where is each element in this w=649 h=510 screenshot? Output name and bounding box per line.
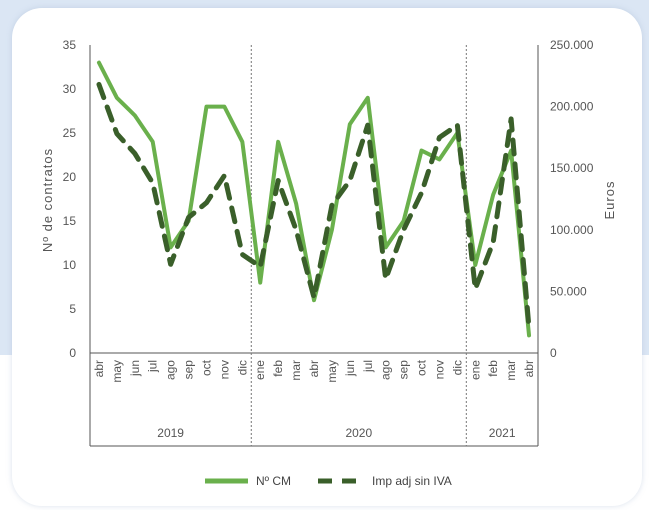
x-group-label: 2021: [489, 426, 516, 440]
data-point-imp-adj: [492, 241, 495, 244]
data-point-ncm: [133, 114, 136, 117]
x-tick-label: dic: [235, 360, 249, 375]
y-left-tick-label: 25: [63, 126, 77, 140]
x-tick-label: feb: [486, 360, 500, 377]
data-point-imp-adj: [187, 216, 190, 219]
data-point-ncm: [528, 334, 531, 337]
legend: Nº CM Imp adj sin IVA: [205, 474, 452, 488]
x-tick-label: abr: [522, 360, 536, 377]
x-group-label: 2019: [157, 426, 184, 440]
data-point-imp-adj: [241, 253, 244, 256]
data-point-imp-adj: [402, 228, 405, 231]
data-point-ncm: [330, 228, 333, 231]
data-point-ncm: [313, 299, 316, 302]
legend-label-imp: Imp adj sin IVA: [372, 474, 452, 488]
x-group-label: 2020: [345, 426, 372, 440]
y-right-tick-label: 250.000: [550, 38, 594, 52]
data-point-ncm: [151, 140, 154, 143]
data-point-imp-adj: [133, 152, 136, 155]
data-point-ncm: [97, 61, 100, 64]
x-tick-label: ene: [468, 360, 482, 380]
data-point-ncm: [420, 149, 423, 152]
data-point-imp-adj: [366, 124, 369, 127]
data-point-imp-adj: [510, 117, 513, 120]
y-right-tick-label: 100.000: [550, 223, 594, 237]
data-point-ncm: [241, 140, 244, 143]
data-point-imp-adj: [259, 265, 262, 268]
x-tick-label: mar: [504, 360, 518, 381]
x-tick-label: abr: [92, 360, 106, 377]
data-point-imp-adj: [474, 287, 477, 290]
y-left-tick-label: 0: [69, 346, 76, 360]
data-point-ncm: [438, 158, 441, 161]
x-tick-label: may: [110, 360, 124, 383]
y-right-tick-label: 0: [550, 346, 557, 360]
data-point-imp-adj: [151, 181, 154, 184]
data-point-imp-adj: [330, 204, 333, 207]
y-left-axis-title: Nº de contratos: [40, 148, 55, 252]
data-point-imp-adj: [295, 228, 298, 231]
x-tick-label: ene: [253, 360, 267, 380]
x-tick-label: oct: [199, 359, 213, 376]
x-tick-label: jul: [146, 360, 160, 373]
y-right-tick-label: 50.000: [550, 284, 587, 298]
data-point-ncm: [348, 123, 351, 126]
x-tick-label: mar: [289, 360, 303, 381]
x-tick-label: jul: [361, 360, 375, 373]
data-point-imp-adj: [97, 83, 100, 86]
data-point-ncm: [474, 264, 477, 267]
y-right-tick-label: 150.000: [550, 161, 594, 175]
x-tick-label: oct: [415, 359, 429, 376]
data-point-ncm: [295, 202, 298, 205]
data-point-imp-adj: [115, 132, 118, 135]
x-tick-label: nov: [432, 360, 446, 379]
x-tick-label: jun: [128, 360, 142, 377]
data-point-ncm: [205, 105, 208, 108]
x-tick-label: jun: [343, 360, 357, 377]
x-tick-label: ago: [379, 360, 393, 380]
y-left-tick-label: 5: [69, 302, 76, 316]
data-point-imp-adj: [456, 124, 459, 127]
x-tick-label: abr: [307, 360, 321, 377]
axes-layer: [89, 45, 539, 447]
data-point-imp-adj: [277, 179, 280, 182]
data-point-ncm: [223, 105, 226, 108]
data-point-ncm: [366, 96, 369, 99]
y-left-tick-label: 35: [63, 38, 77, 52]
data-point-imp-adj: [384, 278, 387, 281]
data-point-ncm: [115, 96, 118, 99]
legend-label-ncm: Nº CM: [256, 474, 291, 488]
data-point-imp-adj: [438, 136, 441, 139]
x-tick-label: may: [325, 360, 339, 383]
data-point-imp-adj: [313, 296, 316, 299]
x-tick-label: sep: [182, 360, 196, 380]
x-tick-label: ago: [164, 360, 178, 380]
y-left-tick-label: 10: [63, 258, 77, 272]
y-left-tick-label: 30: [63, 82, 77, 96]
x-tick-label: sep: [397, 360, 411, 380]
data-point-imp-adj: [348, 179, 351, 182]
series-layer: [96, 60, 532, 338]
data-point-imp-adj: [420, 191, 423, 194]
data-point-imp-adj: [205, 201, 208, 204]
y-left-tick-label: 20: [63, 170, 77, 184]
y-left-tick-label: 15: [63, 214, 77, 228]
labels-layer: 0 5 10 15 20 25 30 35 0 50.000 100.000 150.000 200.0…: [40, 38, 617, 440]
data-point-imp-adj: [169, 263, 172, 266]
y-right-axis-title: Euros: [602, 181, 617, 220]
series-line-imp-adj: [96, 81, 532, 331]
y-right-tick-label: 200.000: [550, 100, 594, 114]
data-point-ncm: [277, 140, 280, 143]
x-tick-label: nov: [217, 360, 231, 379]
x-tick-label: feb: [271, 360, 285, 377]
data-point-imp-adj: [223, 174, 226, 177]
data-point-ncm: [492, 193, 495, 196]
data-point-imp-adj: [528, 327, 531, 330]
x-tick-label: dic: [450, 360, 464, 375]
data-point-ncm: [259, 281, 262, 284]
